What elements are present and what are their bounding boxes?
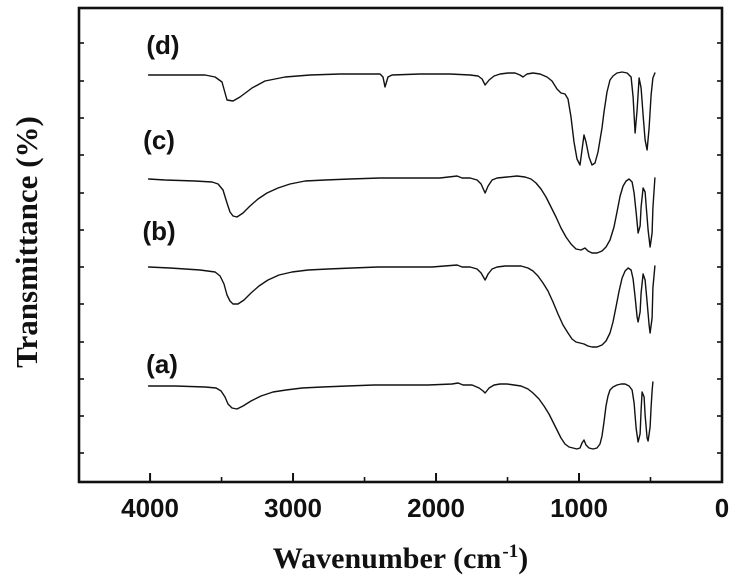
series-label-c: (c) [143, 125, 175, 155]
series-label-a: (a) [146, 349, 178, 379]
x-tick-label: 2000 [407, 493, 465, 523]
x-tick-label: 3000 [264, 493, 322, 523]
plot-frame [77, 6, 724, 484]
spectrum-curve-b [147, 264, 656, 348]
spectrum-curve-c [147, 175, 656, 254]
x-axis-title-text: Wavenumber (cm [272, 542, 502, 575]
spectrum-curve-a [147, 381, 654, 450]
series-label-d: (d) [146, 30, 179, 60]
series-label-b: (b) [142, 216, 175, 246]
x-axis-title-superscript: -1 [502, 541, 519, 562]
spectrum-curve-d [147, 71, 656, 166]
y-axis-title: Transmittance (%) [9, 116, 44, 368]
x-axis-title: Wavenumber (cm-1) [79, 541, 722, 576]
x-tick-label: 0 [715, 493, 729, 523]
x-axis-title-suffix: ) [518, 542, 529, 575]
x-tick-label: 4000 [121, 493, 179, 523]
x-tick-label: 1000 [550, 493, 608, 523]
